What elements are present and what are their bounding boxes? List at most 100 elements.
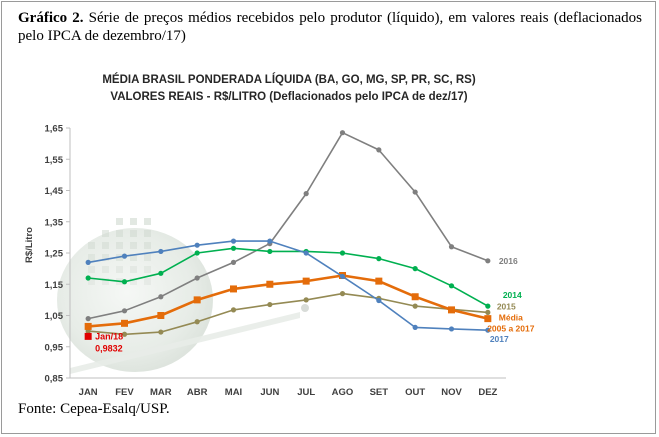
chart-title: MÉDIA BRASIL PONDERADA LÍQUIDA (BA, GO, … [102,73,476,86]
decorative-dot [116,242,123,249]
annotation-marker [84,332,92,340]
data-point [266,280,274,288]
data-point [303,191,309,197]
decorative-dot [144,242,151,249]
decorative-dot [102,230,109,237]
data-point [412,303,418,309]
x-tick-label: MAR [150,387,172,398]
y-tick-label: 1,05 [45,311,64,322]
data-point [485,303,491,309]
decorative-dot [144,218,151,225]
data-point [121,279,128,285]
x-tick-label: MAI [225,387,242,398]
decorative-dot [130,278,137,285]
series-label: 2017 [490,334,509,344]
data-point [230,259,237,265]
decorative-dot [144,254,151,261]
data-point [485,327,491,333]
data-point [230,307,237,313]
x-tick-label: JAN [79,387,98,398]
decorative-dot [102,254,109,261]
x-tick-label: SET [370,387,389,398]
x-tick-label: JUN [260,387,279,398]
x-tick-label: ABR [187,387,208,398]
data-point [121,308,128,314]
y-tick-label: 0,95 [45,342,64,353]
y-tick-label: 1,35 [45,217,64,228]
series-label: 2015 [497,301,516,311]
decorative-dot [144,278,151,285]
data-point [158,248,164,255]
data-point [448,283,455,289]
data-point [411,293,419,301]
data-point [267,248,273,255]
decorative-dot [88,242,95,249]
data-point [412,189,418,195]
series-line [88,131,489,320]
y-tick-label: 1,25 [45,249,64,260]
x-tick-label: NOV [441,387,462,398]
chart-subtitle: VALORES REAIS - R$/LITRO (Deflacionados … [110,91,467,103]
y-tick-label: 0,85 [45,374,64,385]
x-tick-label: DEZ [478,387,497,398]
data-point [230,238,237,244]
data-point [267,301,273,308]
decorative-dot [130,230,137,237]
data-point [158,294,164,300]
data-point [412,324,418,330]
data-point [302,277,310,285]
decorative-dot [130,218,137,225]
y-axis-label: R$/Litro [24,227,35,263]
data-point [376,297,382,304]
data-point [194,275,200,281]
decorative-dot [88,278,95,285]
data-point [375,277,383,285]
data-point [194,250,200,256]
series-label: 2014 [503,290,522,300]
decorative-dot [130,254,137,261]
data-point [484,315,492,323]
data-point [193,296,201,304]
data-point [157,312,165,319]
x-tick-label: OUT [405,387,425,398]
series-line [88,292,488,336]
data-point [303,250,309,256]
decorative-dot [130,242,137,249]
series-label: 2016 [499,256,518,266]
data-point [376,256,382,262]
data-point [339,291,346,297]
data-point [84,322,92,330]
data-point [485,258,491,264]
decorative-dot [116,266,123,273]
data-point [267,238,273,244]
caption-text: Série de preços médios recebidos pelo pr… [18,10,643,44]
data-point [448,306,455,314]
data-point [194,242,200,248]
x-tick-label: FEV [115,387,134,398]
data-point [339,250,346,256]
series-label: 2005 a 2017 [487,324,535,334]
data-point [448,244,455,250]
data-point [194,319,200,325]
x-tick-label: JUL [297,387,315,398]
decorative-dot [144,266,151,273]
y-tick-label: 1,15 [45,280,64,291]
series-line [88,240,488,331]
data-point [158,270,164,276]
caption-label: Gráfico 2. [18,10,84,26]
decorative-dot [116,218,123,225]
data-point [85,259,91,265]
data-point [121,331,128,337]
data-point [376,147,382,153]
decorative-dot [88,254,95,261]
decorative-dot [102,278,109,285]
decorative-dot [102,242,109,249]
decorative-dot [130,266,137,273]
y-tick-label: 1,45 [45,186,64,197]
data-point [339,273,346,280]
decorative-dot [102,266,109,273]
y-tick-label: 1,55 [45,155,64,166]
series-line [88,247,489,307]
series-label: Média [499,313,523,323]
